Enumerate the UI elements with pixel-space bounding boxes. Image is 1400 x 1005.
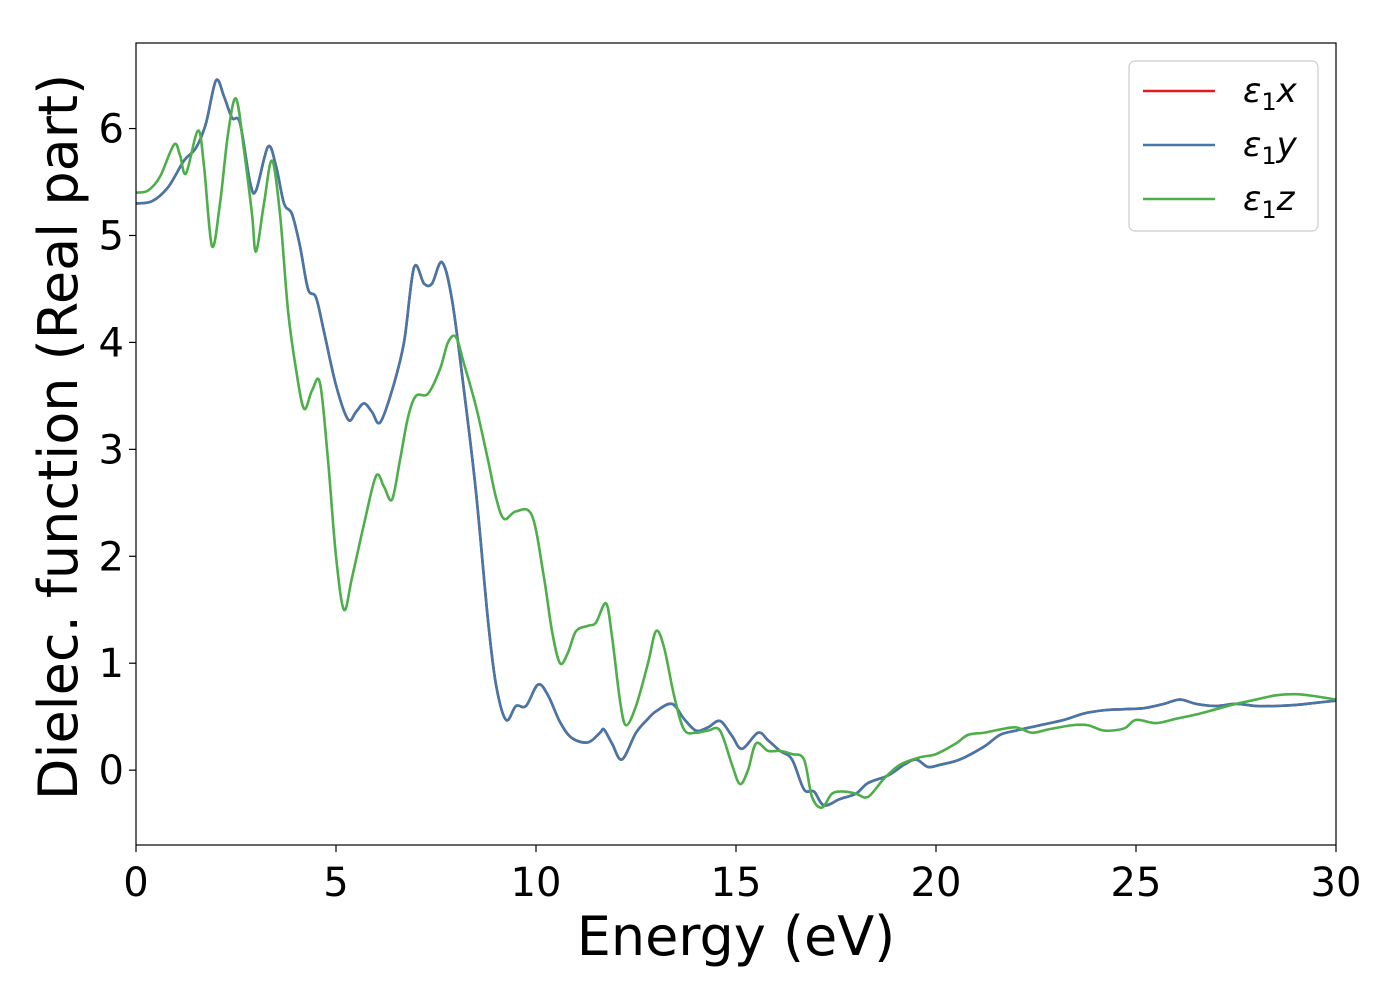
- x-axis: 0 5 10 15 20 25 30: [123, 845, 1361, 906]
- x-axis-label: Energy (eV): [577, 905, 896, 968]
- y-tick-label: 3: [99, 427, 124, 473]
- y-axis-label: Dielec. function (Real part): [27, 74, 90, 800]
- y-tick-label: 6: [99, 107, 124, 153]
- x-tick-label: 20: [911, 860, 962, 906]
- x-tick-label: 5: [323, 860, 348, 906]
- y-axis: 0 1 2 3 4 5 6: [99, 107, 136, 794]
- y-tick-label: 5: [99, 213, 124, 259]
- legend: ε1x ε1y ε1z: [1128, 60, 1319, 232]
- legend-box: [1128, 60, 1319, 232]
- y-tick-label: 2: [99, 534, 124, 580]
- plot-lines: [136, 78, 1336, 809]
- x-tick-label: 10: [511, 860, 562, 906]
- x-tick-label: 25: [1111, 860, 1162, 906]
- legend-label-y: ε1y: [1243, 125, 1298, 170]
- x-tick-label: 30: [1311, 860, 1362, 906]
- x-tick-label: 0: [123, 860, 148, 906]
- y-tick-label: 1: [99, 641, 124, 687]
- legend-label-z: ε1z: [1243, 179, 1296, 224]
- y-tick-label: 4: [99, 320, 124, 366]
- legend-label-x: ε1x: [1243, 71, 1298, 116]
- y-tick-label: 0: [99, 748, 124, 794]
- series-line-eps1-z: [136, 97, 1336, 809]
- x-tick-label: 15: [711, 860, 762, 906]
